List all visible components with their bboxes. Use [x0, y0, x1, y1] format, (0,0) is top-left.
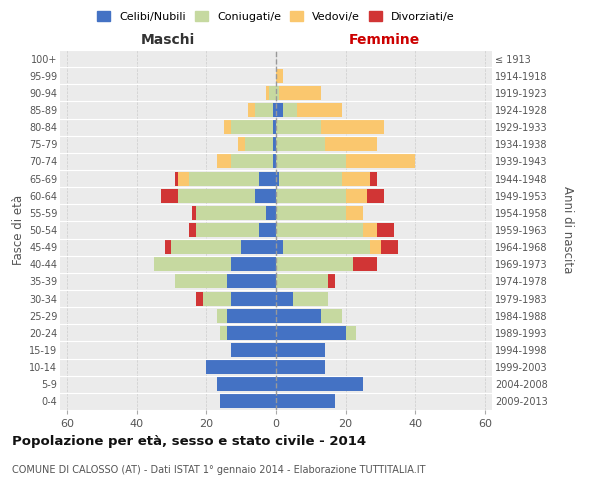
Bar — [325, 138, 377, 151]
Bar — [196, 223, 259, 237]
Bar — [272, 138, 276, 151]
Bar — [346, 206, 363, 220]
Bar — [276, 172, 280, 185]
Bar — [178, 188, 255, 202]
Bar — [276, 326, 346, 340]
Bar — [367, 188, 384, 202]
Bar — [276, 240, 283, 254]
Bar — [276, 68, 283, 82]
Bar — [328, 274, 335, 288]
Bar — [231, 343, 276, 357]
Bar — [255, 188, 276, 202]
Bar — [217, 308, 227, 322]
Bar — [321, 308, 342, 322]
Bar — [353, 258, 377, 272]
Bar — [297, 103, 342, 117]
Bar — [224, 120, 231, 134]
Bar — [276, 206, 346, 220]
Bar — [276, 188, 346, 202]
Bar — [178, 172, 189, 185]
Bar — [259, 223, 276, 237]
Bar — [377, 223, 394, 237]
Bar — [245, 138, 272, 151]
Bar — [206, 360, 276, 374]
Bar — [238, 138, 245, 151]
Bar — [380, 240, 398, 254]
Bar — [196, 292, 203, 306]
Bar — [266, 86, 269, 100]
Bar — [172, 240, 241, 254]
Bar — [154, 258, 231, 272]
Bar — [283, 240, 370, 254]
Bar — [231, 120, 272, 134]
Bar — [217, 154, 231, 168]
Bar — [276, 154, 346, 168]
Text: Popolazione per età, sesso e stato civile - 2014: Popolazione per età, sesso e stato civil… — [12, 435, 366, 448]
Bar — [227, 274, 276, 288]
Bar — [276, 258, 353, 272]
Bar — [276, 343, 325, 357]
Bar — [175, 172, 178, 185]
Bar — [272, 154, 276, 168]
Bar — [276, 308, 321, 322]
Bar — [280, 86, 321, 100]
Bar — [276, 292, 293, 306]
Bar — [276, 360, 325, 374]
Bar — [346, 326, 356, 340]
Bar — [227, 326, 276, 340]
Bar — [272, 103, 276, 117]
Bar — [280, 172, 342, 185]
Bar — [269, 86, 276, 100]
Bar — [161, 188, 178, 202]
Bar — [346, 154, 415, 168]
Bar — [255, 103, 272, 117]
Bar — [217, 378, 276, 392]
Bar — [164, 240, 172, 254]
Bar — [189, 172, 259, 185]
Bar — [193, 206, 196, 220]
Bar — [370, 240, 380, 254]
Bar — [272, 120, 276, 134]
Y-axis label: Fasce di età: Fasce di età — [11, 195, 25, 265]
Bar — [241, 240, 276, 254]
Y-axis label: Anni di nascita: Anni di nascita — [562, 186, 574, 274]
Bar — [321, 120, 384, 134]
Bar — [276, 378, 363, 392]
Bar — [276, 223, 363, 237]
Bar — [231, 154, 272, 168]
Bar — [276, 103, 283, 117]
Bar — [248, 103, 255, 117]
Text: Femmine: Femmine — [349, 32, 419, 46]
Bar — [283, 103, 297, 117]
Bar — [276, 394, 335, 408]
Bar — [276, 86, 280, 100]
Bar — [276, 138, 325, 151]
Bar — [231, 258, 276, 272]
Bar — [293, 292, 328, 306]
Bar — [276, 120, 321, 134]
Bar — [363, 223, 377, 237]
Legend: Celibi/Nubili, Coniugati/e, Vedovi/e, Divorziati/e: Celibi/Nubili, Coniugati/e, Vedovi/e, Di… — [94, 8, 458, 25]
Bar — [259, 172, 276, 185]
Bar — [220, 394, 276, 408]
Bar — [231, 292, 276, 306]
Text: COMUNE DI CALOSSO (AT) - Dati ISTAT 1° gennaio 2014 - Elaborazione TUTTITALIA.IT: COMUNE DI CALOSSO (AT) - Dati ISTAT 1° g… — [12, 465, 425, 475]
Bar — [227, 308, 276, 322]
Bar — [220, 326, 227, 340]
Text: Maschi: Maschi — [141, 32, 195, 46]
Bar — [266, 206, 276, 220]
Bar — [203, 292, 231, 306]
Bar — [342, 172, 370, 185]
Bar — [196, 206, 266, 220]
Bar — [276, 274, 328, 288]
Bar — [346, 188, 367, 202]
Bar — [370, 172, 377, 185]
Bar — [175, 274, 227, 288]
Bar — [189, 223, 196, 237]
